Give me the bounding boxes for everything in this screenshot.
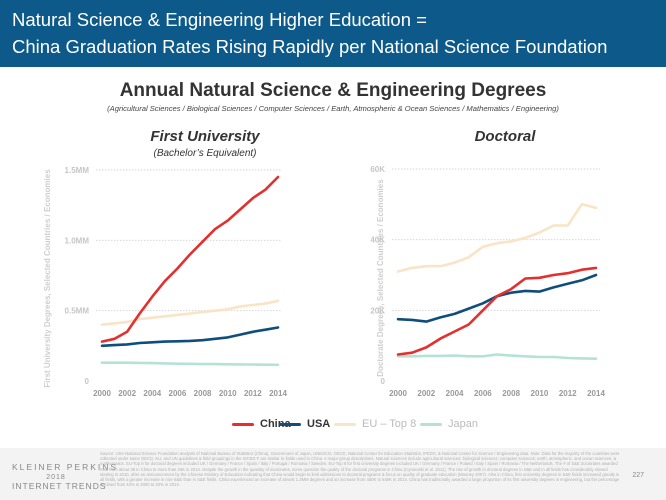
legend-swatch-eu-top-8	[334, 422, 356, 426]
legend-swatch-japan	[420, 422, 442, 426]
slide-header: Natural Science & Engineering Higher Edu…	[0, 0, 666, 67]
left-panel-subtitle: (Bachelor’s Equivalent)	[153, 148, 257, 159]
right-series-usa	[396, 273, 598, 323]
right-series-japan	[396, 353, 598, 361]
brand-name: KLEINER PERKINS	[12, 462, 119, 472]
right-y-tick-label: 60K	[370, 165, 385, 174]
source-note: Source: USA National Science Foundation …	[100, 451, 620, 488]
left-y-tick-label: 0.5MM	[65, 307, 90, 316]
right-x-tick-label: 2010	[531, 389, 549, 398]
slide-title-line-2: China Graduation Rates Rising Rapidly pe…	[12, 36, 608, 57]
right-x-tick-label: 2012	[559, 389, 577, 398]
right-y-tick-label: 0	[381, 377, 386, 386]
right-x-tick-label: 2000	[389, 389, 407, 398]
legend: China USA EU – Top 8 Japan	[0, 418, 666, 438]
left-x-tick-label: 2002	[118, 389, 136, 398]
legend-item-japan: Japan	[420, 418, 478, 430]
right-series-china	[396, 266, 598, 356]
left-y-tick-label: 1.0MM	[65, 236, 90, 245]
slide-title-line-1: Natural Science & Engineering Higher Edu…	[12, 9, 427, 30]
left-y-tick-label: 0	[85, 377, 90, 386]
right-y-axis-label: Doctorate Degrees, Selected Countries / …	[376, 179, 385, 377]
left-y-tick-label: 1.5MM	[65, 166, 90, 175]
left-x-tick-label: 2004	[143, 389, 161, 398]
left-series-china	[100, 175, 280, 343]
legend-item-china: China	[232, 418, 291, 430]
right-x-tick-label: 2004	[446, 389, 464, 398]
right-x-tick-label: 2006	[474, 389, 492, 398]
legend-swatch-usa	[279, 422, 301, 426]
left-x-tick-label: 2014	[269, 389, 287, 398]
legend-label-usa: USA	[307, 418, 331, 430]
brand-year: 2018	[46, 474, 66, 481]
right-x-tick-label: 2008	[502, 389, 520, 398]
chart-subtitle: (Agricultural Sciences / Biological Scie…	[107, 104, 559, 113]
left-series-usa	[100, 326, 280, 348]
brand-logo: KLEINER PERKINS 2018 INTERNET TRENDS	[12, 462, 119, 491]
left-y-axis-label: First University Degrees, Selected Count…	[43, 169, 52, 388]
right-x-tick-label: 2014	[587, 389, 605, 398]
footer: KLEINER PERKINS 2018 INTERNET TRENDS Sou…	[0, 448, 666, 500]
chart-title: Annual Natural Science & Engineering Deg…	[119, 80, 547, 101]
right-x-tick-label: 2002	[417, 389, 435, 398]
legend-swatch-china	[232, 422, 254, 426]
left-x-tick-label: 2008	[194, 389, 212, 398]
right-y-tick-label: 40K	[370, 236, 385, 245]
left-panel-title: First University	[150, 128, 260, 145]
legend-label-eu-top-8: EU – Top 8	[362, 418, 417, 430]
right-y-tick-label: 20K	[370, 306, 385, 315]
legend-label-china: China	[260, 418, 291, 430]
left-series-eu-top-8	[100, 299, 280, 327]
left-x-tick-label: 2000	[93, 389, 111, 398]
right-panel-title: Doctoral	[474, 128, 536, 145]
left-series-japan	[100, 361, 280, 367]
left-x-tick-label: 2010	[219, 389, 237, 398]
page-number: 227	[632, 472, 644, 479]
right-series-eu-top-8	[396, 203, 598, 273]
legend-item-usa: USA	[279, 418, 330, 430]
left-x-tick-label: 2006	[169, 389, 187, 398]
left-x-tick-label: 2012	[244, 389, 262, 398]
legend-item-eu-top-8: EU – Top 8	[334, 418, 416, 430]
legend-label-japan: Japan	[448, 418, 478, 430]
brand-report: INTERNET TRENDS	[12, 481, 107, 491]
